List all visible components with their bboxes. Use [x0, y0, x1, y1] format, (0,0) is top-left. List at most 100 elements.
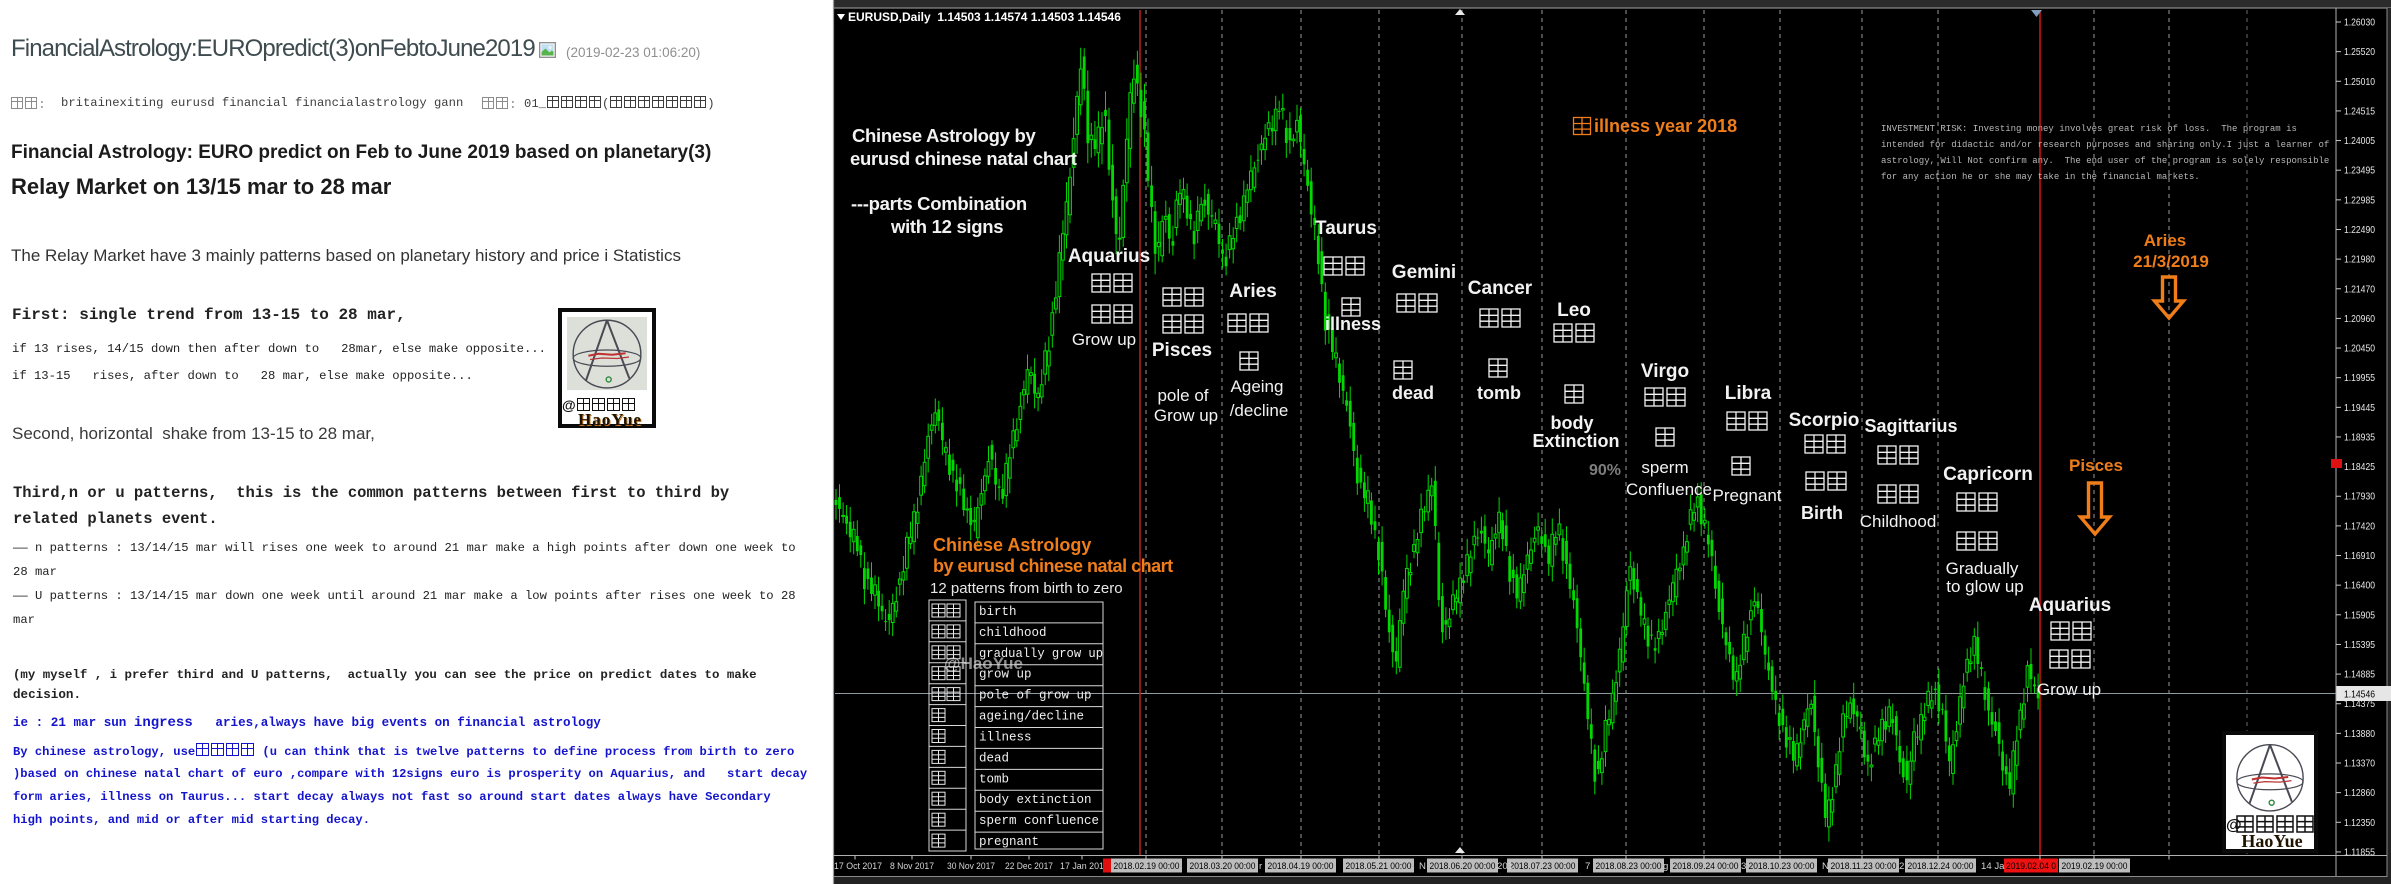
svg-text:90%: 90%	[1589, 462, 1621, 479]
svg-text:N: N	[1419, 861, 1426, 872]
svg-text:1.18935: 1.18935	[2344, 431, 2375, 443]
svg-text:Pisces: Pisces	[1152, 340, 1212, 361]
svg-text:Cancer: Cancer	[1468, 278, 1533, 299]
svg-text:3: 3	[1741, 861, 1746, 872]
svg-text:2018.02.19 00:00: 2018.02.19 00:00	[1114, 861, 1180, 872]
svg-text:1.15395: 1.15395	[2344, 639, 2375, 651]
svg-text:2018.11.23 00:00: 2018.11.23 00:00	[1831, 861, 1897, 872]
svg-text:Extinction: Extinction	[1532, 431, 1619, 451]
svg-text:HaoYue: HaoYue	[2241, 831, 2302, 851]
svg-text:1.24515: 1.24515	[2344, 105, 2375, 117]
svg-text:Childhood: Childhood	[1860, 512, 1937, 531]
svg-text:Pisces: Pisces	[2069, 456, 2123, 475]
svg-text:illness: illness	[1325, 314, 1381, 334]
svg-text:birth: birth	[979, 605, 1017, 619]
svg-text:body: body	[1551, 413, 1594, 433]
svg-text:1.26030: 1.26030	[2344, 17, 2375, 29]
svg-text:Confluence: Confluence	[1626, 480, 1712, 499]
svg-text:201: 201	[1497, 861, 1513, 872]
svg-text:1.21470: 1.21470	[2344, 283, 2375, 295]
svg-text:tomb: tomb	[1477, 383, 1521, 403]
svg-text:2018.09.24 00:00: 2018.09.24 00:00	[1673, 861, 1739, 872]
svg-text:1.18425: 1.18425	[2344, 461, 2375, 473]
svg-text:30 Nov 2017: 30 Nov 2017	[947, 861, 995, 872]
svg-text:Scorpio: Scorpio	[1789, 410, 1860, 431]
svg-text:1.13370: 1.13370	[2344, 758, 2375, 770]
svg-text:Gradually: Gradually	[1946, 559, 2019, 578]
svg-text:intended for didactic and/or r: intended for didactic and/or research pu…	[1881, 140, 2329, 150]
svg-text:1.22490: 1.22490	[2344, 224, 2375, 236]
svg-text:dead: dead	[1392, 383, 1434, 403]
svg-text:1.13880: 1.13880	[2344, 728, 2375, 740]
svg-text:for any action he or she may t: for any action he or she may take in the…	[1881, 172, 2200, 182]
svg-text:21/3/2019: 21/3/2019	[2133, 252, 2209, 271]
svg-text:1.16400: 1.16400	[2344, 580, 2375, 592]
svg-text:Ageing: Ageing	[1231, 377, 1284, 396]
svg-text:1.23495: 1.23495	[2344, 165, 2375, 177]
svg-text:1.14885: 1.14885	[2344, 669, 2375, 681]
svg-text:astrology, Will Not confirm an: astrology, Will Not confirm any. The end…	[1881, 156, 2329, 166]
svg-text:Sagittarius: Sagittarius	[1864, 416, 1957, 436]
svg-text:1.21980: 1.21980	[2344, 254, 2375, 266]
svg-text:Chinese Astrology by: Chinese Astrology by	[852, 125, 1037, 146]
svg-text:1.25520: 1.25520	[2344, 46, 2375, 58]
svg-text:1.25010: 1.25010	[2344, 76, 2375, 88]
svg-text:INVESTMENT RISK: Investing mon: INVESTMENT RISK: Investing money involve…	[1881, 124, 2297, 134]
svg-text:r: r	[1259, 861, 1263, 872]
svg-text:gradually grow up: gradually grow up	[979, 647, 1103, 661]
svg-text:by eurusd chinese natal chart: by eurusd chinese natal chart	[933, 556, 1173, 576]
svg-text:1.14546: 1.14546	[2344, 689, 2375, 701]
svg-text:12 patterns from birth to zero: 12 patterns from birth to zero	[930, 580, 1123, 597]
svg-text:childhood: childhood	[979, 626, 1047, 640]
svg-text:with 12 signs: with 12 signs	[890, 216, 1003, 237]
svg-text:Aries: Aries	[1229, 281, 1277, 302]
svg-text:Birth: Birth	[1801, 503, 1843, 523]
svg-text:Virgo: Virgo	[1641, 361, 1689, 382]
svg-text:pregnant: pregnant	[979, 835, 1039, 849]
svg-text:7: 7	[1585, 861, 1590, 872]
svg-text:Libra: Libra	[1725, 383, 1772, 404]
svg-text:Grow up: Grow up	[1154, 406, 1218, 425]
svg-text:sperm: sperm	[1641, 458, 1688, 477]
svg-text:1.17420: 1.17420	[2344, 520, 2375, 532]
svg-text:1.14375: 1.14375	[2344, 698, 2375, 710]
svg-text:1.11855: 1.11855	[2344, 846, 2375, 858]
svg-text:1.12350: 1.12350	[2344, 817, 2375, 829]
svg-text:pole of: pole of	[1157, 386, 1208, 405]
svg-text:2018.10.23 00:00: 2018.10.23 00:00	[1749, 861, 1815, 872]
svg-text:2018.06.20 00:00: 2018.06.20 00:00	[1430, 861, 1496, 872]
svg-text:2018.04.19 00:00: 2018.04.19 00:00	[1268, 861, 1334, 872]
svg-text:grow up: grow up	[979, 668, 1032, 682]
svg-text:N: N	[1822, 861, 1829, 872]
svg-text:1.20960: 1.20960	[2344, 313, 2375, 325]
svg-text:1.17930: 1.17930	[2344, 491, 2375, 503]
svg-text:2019.02.19 00:00: 2019.02.19 00:00	[2062, 861, 2128, 872]
svg-text:2018.12.24 00:00: 2018.12.24 00:00	[1908, 861, 1974, 872]
svg-text:1.22985: 1.22985	[2344, 194, 2375, 206]
svg-text:@HaoYue: @HaoYue	[944, 654, 1023, 673]
svg-text:EURUSD,Daily 1.14503 1.14574: EURUSD,Daily 1.14503 1.14574 1.14503 1.1…	[848, 10, 1121, 24]
svg-text:1.19955: 1.19955	[2344, 372, 2375, 384]
svg-text:1.16910: 1.16910	[2344, 550, 2375, 562]
svg-text:2018.08.23 00:00: 2018.08.23 00:00	[1596, 861, 1662, 872]
svg-text:Grow up: Grow up	[2037, 680, 2101, 699]
svg-text:Pregnant: Pregnant	[1713, 486, 1782, 505]
svg-text:ageing/decline: ageing/decline	[979, 710, 1084, 724]
svg-text:tomb: tomb	[979, 772, 1009, 786]
svg-text:1.19445: 1.19445	[2344, 402, 2375, 414]
svg-text:eurusd chinese natal chart: eurusd chinese natal chart	[850, 148, 1077, 169]
svg-text:2019.02.04 0: 2019.02.04 0	[2006, 861, 2056, 872]
svg-text:Gemini: Gemini	[1392, 262, 1456, 283]
svg-text:1.12860: 1.12860	[2344, 787, 2375, 799]
svg-text:Capricorn: Capricorn	[1943, 464, 2033, 485]
svg-text:body extinction: body extinction	[979, 793, 1092, 807]
svg-text:Aquarius: Aquarius	[1068, 246, 1150, 267]
svg-text:dead: dead	[979, 751, 1009, 765]
svg-text:17 Oct 2017: 17 Oct 2017	[834, 861, 882, 872]
svg-text:/decline: /decline	[1230, 401, 1289, 420]
svg-text:illness year 2018: illness year 2018	[1594, 116, 1737, 136]
svg-text:17 Jan 201: 17 Jan 201	[1060, 861, 1104, 872]
svg-text:1.24005: 1.24005	[2344, 135, 2375, 147]
svg-text:Grow up: Grow up	[1072, 330, 1136, 349]
svg-text:22 Dec 2017: 22 Dec 2017	[1005, 861, 1053, 872]
